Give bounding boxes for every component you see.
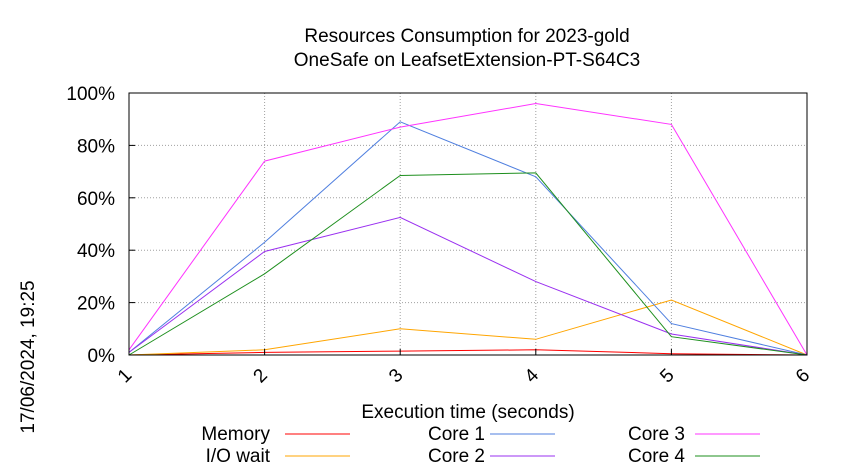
y-tick-label: 20% [77, 294, 115, 315]
y-axis: 0% 20% 40% 60% 80% 100% [66, 84, 135, 367]
legend-label-core-4: Core 4 [628, 446, 685, 467]
series-line-core-2 [128, 216, 808, 356]
y-tick-label: 100% [66, 84, 115, 105]
x-axis-title: Execution time (seconds) [361, 402, 574, 423]
series-lines [128, 102, 808, 356]
plot-frame [128, 92, 808, 356]
legend-label-core-2: Core 2 [428, 446, 485, 467]
y-tick-label: 40% [77, 241, 115, 262]
grid [129, 93, 807, 355]
y-tick-label: 80% [77, 136, 115, 157]
x-tick-label: 3 [385, 365, 407, 387]
series-line-core-1 [128, 121, 808, 356]
legend-label-i-o-wait: I/O wait [206, 446, 271, 467]
x-tick-label: 4 [521, 365, 544, 388]
legend-label-memory: Memory [201, 424, 270, 445]
y-tick-label: 60% [77, 189, 115, 210]
y-tick-label: 0% [88, 346, 116, 367]
series-line-memory [128, 349, 808, 356]
series-line-core-3 [128, 102, 808, 356]
series-line-core-4 [128, 172, 808, 356]
x-tick-label: 1 [114, 365, 136, 387]
chart-title: Resources Consumption for 2023-gold [304, 26, 629, 47]
timestamp-label: 17/06/2024, 19:25 [18, 280, 39, 433]
legend-label-core-3: Core 3 [628, 424, 685, 445]
x-tick-label: 6 [792, 365, 814, 387]
x-tick-label: 5 [656, 365, 678, 387]
legend-label-core-1: Core 1 [428, 424, 485, 445]
x-axis: 1 2 3 4 5 6 [114, 349, 814, 387]
series-line-i-o-wait [128, 299, 808, 356]
chart-subtitle: OneSafe on LeafsetExtension-PT-S64C3 [294, 50, 640, 71]
x-tick-label: 2 [250, 365, 272, 387]
